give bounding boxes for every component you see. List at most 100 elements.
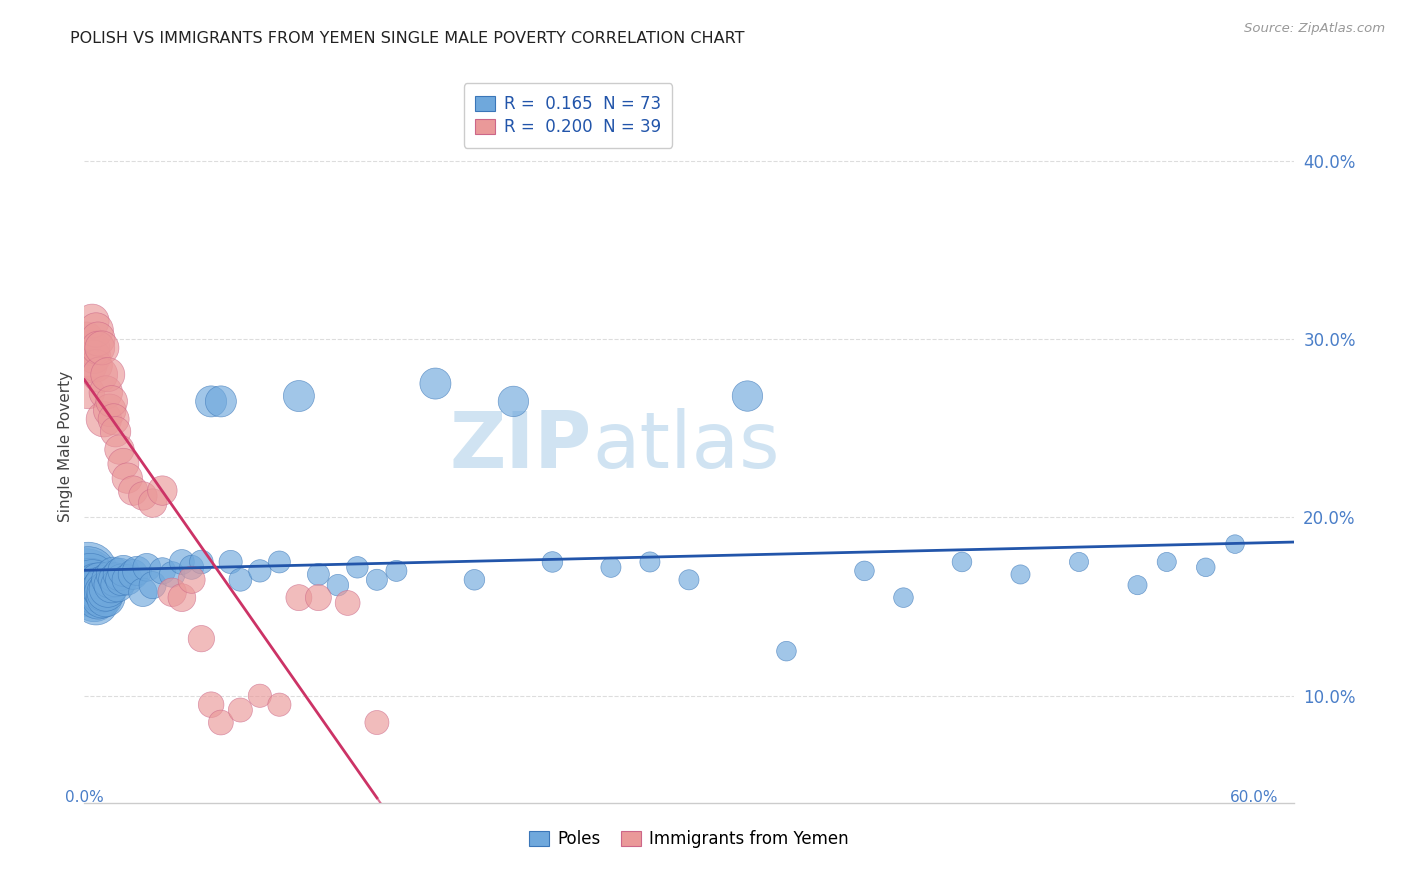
Point <box>82 585 104 599</box>
Point <box>150 483 173 498</box>
Point <box>288 389 311 403</box>
Point <box>112 564 135 578</box>
Point <box>229 703 252 717</box>
Point <box>219 555 242 569</box>
Point <box>366 715 388 730</box>
Text: Source: ZipAtlas.com: Source: ZipAtlas.com <box>1244 22 1385 36</box>
Point <box>77 385 100 400</box>
Point <box>77 567 100 582</box>
Point <box>87 332 110 346</box>
Point <box>84 585 107 599</box>
Point <box>180 560 202 574</box>
Legend: Poles, Immigrants from Yemen: Poles, Immigrants from Yemen <box>523 824 855 855</box>
Point <box>209 394 232 409</box>
Point <box>84 359 107 373</box>
Point <box>83 585 105 599</box>
Point <box>87 591 110 605</box>
Point <box>93 578 115 592</box>
Point <box>98 403 121 417</box>
Point <box>200 394 222 409</box>
Point <box>307 567 329 582</box>
Point <box>75 573 97 587</box>
Point <box>104 573 127 587</box>
Point <box>307 591 329 605</box>
Point <box>190 555 212 569</box>
Point <box>135 560 157 574</box>
Point <box>79 573 101 587</box>
Point <box>75 332 97 346</box>
Point <box>893 591 915 605</box>
Point <box>104 425 127 439</box>
Point <box>103 567 125 582</box>
Point <box>77 564 100 578</box>
Point <box>269 698 291 712</box>
Point <box>160 567 183 582</box>
Point <box>150 564 173 578</box>
Point <box>775 644 797 658</box>
Text: POLISH VS IMMIGRANTS FROM YEMEN SINGLE MALE POVERTY CORRELATION CHART: POLISH VS IMMIGRANTS FROM YEMEN SINGLE M… <box>70 31 745 46</box>
Point <box>89 585 111 599</box>
Point <box>425 376 447 391</box>
Point <box>94 385 117 400</box>
Point <box>288 591 311 605</box>
Point <box>1010 567 1032 582</box>
Point <box>463 573 485 587</box>
Point <box>87 582 110 596</box>
Point <box>269 555 291 569</box>
Point <box>79 578 101 592</box>
Point <box>107 578 129 592</box>
Point <box>326 578 349 592</box>
Point <box>84 596 107 610</box>
Point <box>385 564 408 578</box>
Point <box>209 715 232 730</box>
Point <box>110 573 132 587</box>
Point <box>93 585 115 599</box>
Point <box>83 582 105 596</box>
Point <box>200 698 222 712</box>
Point <box>1223 537 1246 551</box>
Point <box>1126 578 1149 592</box>
Point <box>87 341 110 355</box>
Point <box>82 341 104 355</box>
Point <box>1067 555 1090 569</box>
Y-axis label: Single Male Poverty: Single Male Poverty <box>58 370 73 522</box>
Point <box>950 555 973 569</box>
Point <box>142 578 165 592</box>
Point <box>117 573 139 587</box>
Point <box>142 496 165 510</box>
Point <box>122 567 145 582</box>
Text: 60.0%: 60.0% <box>1230 790 1279 805</box>
Point <box>100 394 122 409</box>
Point <box>79 359 101 373</box>
Point <box>678 573 700 587</box>
Point <box>97 582 120 596</box>
Point <box>125 564 148 578</box>
Point <box>122 483 145 498</box>
Point <box>90 591 112 605</box>
Point <box>1195 560 1218 574</box>
Point <box>132 489 155 503</box>
Point <box>89 576 111 591</box>
Point <box>600 560 623 574</box>
Point <box>84 323 107 337</box>
Point <box>502 394 524 409</box>
Point <box>98 573 121 587</box>
Point <box>170 555 193 569</box>
Point <box>346 560 368 574</box>
Point <box>249 689 271 703</box>
Text: atlas: atlas <box>592 408 780 484</box>
Point <box>103 412 125 426</box>
Point <box>117 471 139 485</box>
Point <box>132 585 155 599</box>
Point <box>190 632 212 646</box>
Point <box>737 389 759 403</box>
Point <box>366 573 388 587</box>
Point <box>1156 555 1178 569</box>
Point <box>170 591 193 605</box>
Point <box>638 555 661 569</box>
Point <box>94 585 117 599</box>
Point <box>160 585 183 599</box>
Point <box>89 368 111 382</box>
Point <box>84 578 107 592</box>
Point <box>249 564 271 578</box>
